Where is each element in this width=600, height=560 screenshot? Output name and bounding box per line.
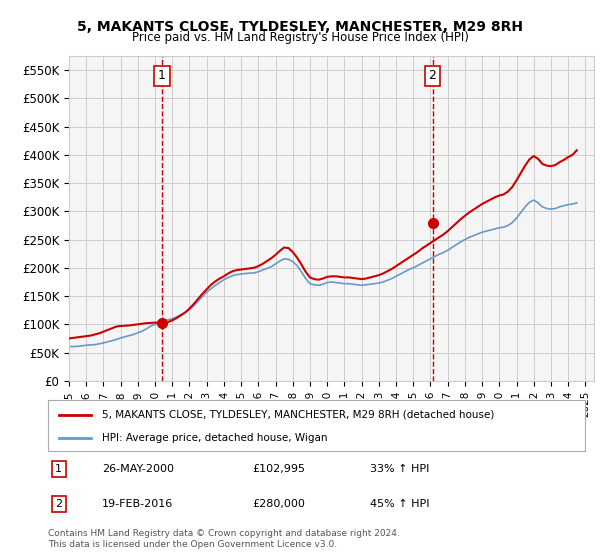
Text: 33% ↑ HPI: 33% ↑ HPI: [370, 464, 430, 474]
Text: Contains HM Land Registry data © Crown copyright and database right 2024.
This d: Contains HM Land Registry data © Crown c…: [48, 529, 400, 549]
Text: 5, MAKANTS CLOSE, TYLDESLEY, MANCHESTER, M29 8RH (detached house): 5, MAKANTS CLOSE, TYLDESLEY, MANCHESTER,…: [102, 409, 494, 419]
Text: 19-FEB-2016: 19-FEB-2016: [102, 499, 173, 509]
Text: 45% ↑ HPI: 45% ↑ HPI: [370, 499, 430, 509]
Text: £102,995: £102,995: [252, 464, 305, 474]
Text: 2: 2: [55, 499, 62, 509]
Text: HPI: Average price, detached house, Wigan: HPI: Average price, detached house, Wiga…: [102, 433, 327, 443]
Text: £280,000: £280,000: [252, 499, 305, 509]
Text: 5, MAKANTS CLOSE, TYLDESLEY, MANCHESTER, M29 8RH: 5, MAKANTS CLOSE, TYLDESLEY, MANCHESTER,…: [77, 20, 523, 34]
Text: Price paid vs. HM Land Registry's House Price Index (HPI): Price paid vs. HM Land Registry's House …: [131, 31, 469, 44]
Text: 1: 1: [158, 69, 166, 82]
Text: 26-MAY-2000: 26-MAY-2000: [102, 464, 174, 474]
Text: 2: 2: [428, 69, 436, 82]
Text: 1: 1: [55, 464, 62, 474]
